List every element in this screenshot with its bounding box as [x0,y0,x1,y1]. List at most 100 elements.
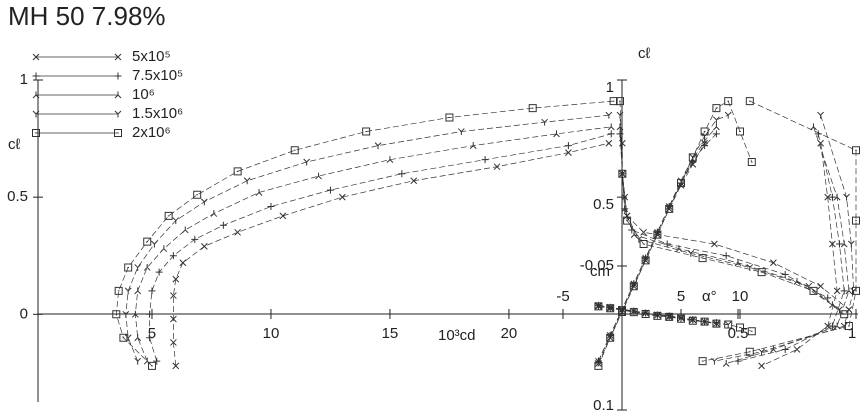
marker [817,111,824,119]
marker [712,130,720,138]
marker [829,240,836,248]
marker [338,193,346,201]
marker [170,292,177,299]
legend-marker [32,53,40,61]
marker [688,316,697,325]
marker [810,123,817,131]
marker [713,123,720,131]
marker [124,263,133,272]
legend-marker [32,91,40,99]
marker [146,310,154,318]
marker [124,287,132,295]
marker [701,142,709,150]
marker [553,130,560,138]
marker [734,259,742,267]
marker [172,362,180,370]
marker [160,245,168,253]
marker [698,357,707,366]
series-line [619,133,828,299]
marker [606,304,615,313]
y-tick-label: 1 [20,71,28,88]
marker [279,212,287,220]
marker [640,228,647,236]
marker [179,259,187,267]
series-line [619,115,840,310]
marker [677,314,685,323]
legend-label: 5x10⁵ [132,48,171,65]
marker [181,226,189,234]
legend-label: 2x10⁶ [132,124,171,141]
marker [845,287,853,295]
marker [736,127,744,136]
marker [565,149,572,156]
marker [700,317,709,326]
marker [629,282,638,291]
legend-label: 7.5x10⁵ [132,67,183,84]
marker [594,361,603,370]
marker [315,172,322,180]
marker [824,193,832,201]
marker [445,113,454,122]
marker [410,177,418,185]
y2-tick-label: -0.05 [580,257,614,274]
marker [146,334,154,342]
marker [233,167,242,176]
marker [122,310,130,318]
series-line [149,133,612,362]
marker [155,268,163,276]
marker [840,240,848,248]
x-tick-label: -5 [556,288,569,305]
marker [528,104,537,113]
marker [724,320,733,329]
y-axis-label: cℓ [638,45,651,62]
y-tick-label: 1 [606,79,614,96]
marker [711,240,718,248]
marker [541,118,548,126]
marker [639,240,648,249]
marker [143,263,151,271]
series-line [598,143,705,364]
marker [594,302,603,311]
legend-marker [114,129,122,137]
x-tick-label: 1 [848,325,856,342]
marker [840,322,848,330]
marker [607,130,615,138]
y-tick-label: 0.5 [7,188,28,205]
marker [734,357,742,365]
marker [134,287,142,295]
marker [712,319,721,328]
series-line [761,143,838,367]
legend-marker [114,53,122,61]
marker [833,322,841,330]
x-axis-label: 10³cd [438,327,476,344]
legend-marker [32,72,40,80]
marker [374,142,382,150]
marker [114,286,123,295]
marker [605,139,613,147]
marker [153,357,161,365]
marker [828,322,836,330]
x-tick-label: 10 [263,325,280,342]
marker [722,252,730,260]
y2-tick-label: 0.1 [593,397,614,414]
marker [210,210,218,217]
marker [770,259,777,267]
marker [698,254,707,263]
marker [677,179,685,188]
marker [191,235,199,243]
marker [833,287,841,295]
marker [758,362,765,370]
marker [840,287,848,295]
marker [234,228,241,236]
marker [124,334,132,342]
x-tick-label: 15 [382,325,399,342]
marker [326,186,334,194]
marker [828,193,836,201]
marker [724,111,732,119]
marker [746,264,754,271]
x-tick-label: 20 [501,325,518,342]
marker [290,146,299,155]
marker [824,322,832,330]
chart-title: MH 50 7.98% [8,1,166,31]
marker [836,306,843,314]
